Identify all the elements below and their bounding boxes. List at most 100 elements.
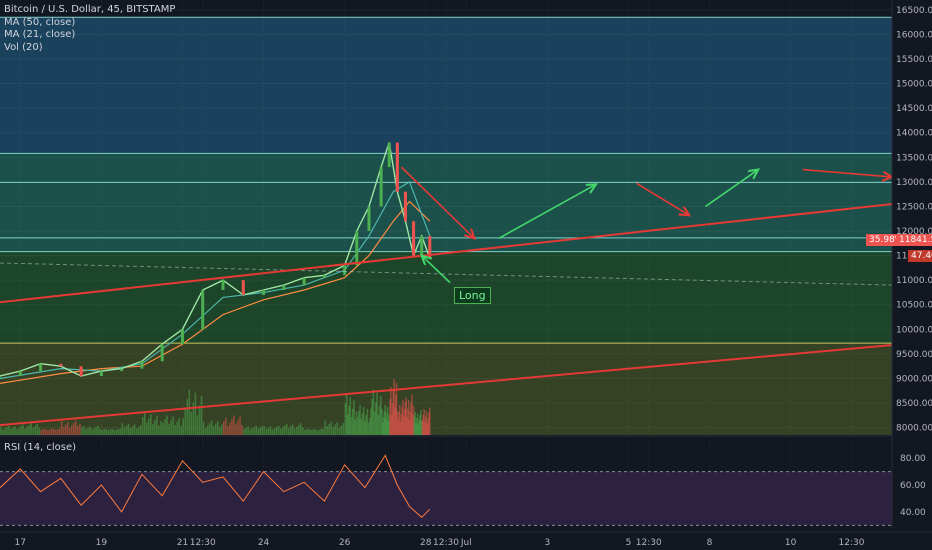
volume-bar [225,417,227,435]
volume-bar [400,414,403,435]
volume-bar [263,426,266,435]
price-candle [99,371,103,377]
price-tick-label: 10000.00 [896,325,932,335]
volume-bar [306,429,308,435]
volume-bar [376,392,378,435]
arrow-red [802,168,892,177]
grid-lines [0,0,892,528]
volume-bar [85,429,87,435]
volume-bar [269,426,272,435]
volume-bar [231,419,233,435]
time-tick-label: 26 [339,538,351,548]
volume-bar [109,429,112,435]
volume-bar [415,418,418,435]
volume-bar [10,428,12,435]
ma50-label[interactable]: MA (50, close) [4,16,76,28]
long-annotation[interactable]: Long [454,287,491,304]
volume-bar [424,422,426,435]
volume-bar [421,420,424,435]
volume-bars [0,379,431,435]
volume-bar [345,394,348,435]
volume-bar [241,425,243,435]
volume-bar [18,427,20,435]
time-tick-label: 10 [785,538,797,548]
volume-bar [302,427,304,435]
volume-label[interactable]: Vol (20) [4,41,43,53]
volume-bar [93,428,95,435]
volume-bar [342,423,345,435]
volume-bar [212,426,215,435]
volume-bar [406,417,408,435]
volume-bar [0,426,2,435]
volume-bar [206,425,209,435]
volume-bar [365,415,367,435]
volume-bar [20,426,22,435]
volume-bar [145,422,148,435]
rsi-legend-label[interactable]: RSI (14, close) [4,442,77,453]
price-tick-label: 15000.00 [896,80,932,90]
volume-bar [354,419,356,435]
volume-bar [275,427,278,435]
price-candle [322,275,326,278]
volume-bar [38,428,41,435]
volume-bar [348,405,350,435]
volume-bar [154,419,156,435]
volume-bar [424,416,427,435]
volume-bar [384,405,386,435]
volume-bar [330,421,333,435]
volume-bar [196,415,199,435]
volume-bar [314,428,316,435]
volume-bar [216,421,219,435]
volume-bar [182,418,185,435]
volume-bar [30,423,33,435]
volume-bar [125,425,128,435]
volume-bar [402,399,404,435]
volume-bar [393,379,395,435]
volume-bar [351,408,354,435]
volume-bar [261,426,264,435]
ma21-label[interactable]: MA (21, close) [4,29,76,40]
volume-bar [420,421,423,435]
volume-bar [318,429,320,435]
volume-bar [320,429,322,435]
volume-bar [247,426,249,435]
volume-bar [150,414,152,435]
volume-bar [72,423,75,435]
volume-bar [405,397,408,435]
volume-bar [46,430,49,435]
volume-bar [115,429,118,435]
volume-bar [60,421,63,435]
time-tick-label: 5 [626,538,632,548]
volume-bar [293,428,296,435]
volume-bar [407,400,410,435]
volume-bar [407,408,409,435]
volume-bar [391,403,394,435]
volume-bar [48,429,51,435]
volume-bar [103,429,105,435]
volume-bar [160,421,162,435]
volume-bar [271,429,274,435]
rsi-tick-label: 40.00 [900,508,926,518]
volume-bar [129,428,132,435]
volume-bar [338,427,341,435]
price-tick-label: 12500.00 [896,202,932,212]
time-tick-label: 12:30 [433,538,459,548]
volume-bar [202,422,205,435]
arrow-green [498,184,596,240]
volume-bar [172,416,174,435]
time-tick-label: 3 [544,538,550,548]
volume-bar [413,416,416,435]
volume-bar [399,421,402,435]
volume-bar [265,429,268,435]
price-candle [241,280,245,295]
volume-bar [14,426,16,435]
volume-bar [322,428,324,435]
symbol-title[interactable]: Bitcoin / U.S. Dollar, 45, BITSTAMP [4,4,176,15]
volume-bar [422,414,425,435]
volume-bar [267,427,270,435]
price-candle [262,290,266,295]
volume-bar [397,419,399,435]
price-candle [302,277,306,286]
volume-bar [243,429,245,435]
volume-bar [312,429,314,435]
